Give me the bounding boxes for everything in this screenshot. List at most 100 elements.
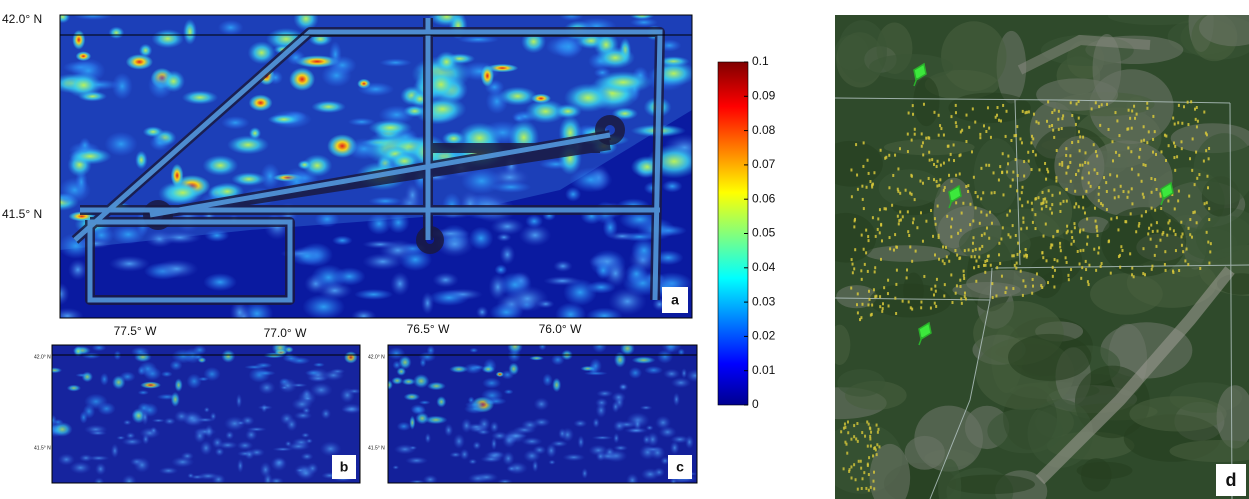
well: [1094, 168, 1096, 171]
well: [894, 233, 896, 236]
well: [1098, 193, 1100, 196]
well: [854, 219, 856, 222]
field-blob: [272, 341, 289, 355]
well: [972, 249, 974, 252]
well: [1187, 123, 1189, 126]
well: [1106, 208, 1108, 211]
well: [1066, 261, 1068, 264]
well: [993, 171, 995, 174]
well: [870, 486, 872, 489]
well: [968, 126, 970, 129]
colorbar-tick-label: 0.04: [752, 260, 776, 274]
well: [1049, 207, 1051, 210]
field-blob: [681, 368, 687, 378]
field-blob: [205, 424, 214, 438]
field-blob: [69, 148, 112, 165]
well: [1197, 120, 1199, 123]
field-blob: [344, 351, 357, 363]
field-blob: [625, 263, 648, 285]
well: [1061, 127, 1063, 130]
well: [1001, 171, 1003, 174]
terrain: [1129, 396, 1226, 431]
well: [876, 443, 878, 446]
field-blob: [134, 457, 150, 473]
well: [1082, 196, 1084, 199]
field-blob: [332, 236, 352, 246]
well: [971, 255, 973, 258]
well: [1187, 101, 1189, 104]
well: [959, 172, 961, 175]
field-blob: [51, 308, 84, 325]
well: [1015, 134, 1017, 137]
field-blob: [95, 463, 106, 476]
well: [940, 164, 942, 167]
field-blob: [295, 468, 305, 472]
field-blob: [258, 381, 275, 395]
well: [1082, 249, 1084, 252]
field-blob: [390, 272, 410, 296]
well: [1031, 202, 1033, 205]
field-blob: [313, 362, 325, 367]
well: [1023, 175, 1025, 178]
well: [1025, 254, 1027, 257]
well: [1034, 213, 1036, 216]
well: [1166, 234, 1168, 237]
well: [1079, 229, 1081, 232]
well: [998, 253, 1000, 256]
field-blob: [504, 389, 514, 394]
well: [1106, 190, 1108, 193]
well: [911, 175, 913, 178]
well: [1093, 248, 1095, 251]
well: [1118, 134, 1120, 137]
well: [1101, 262, 1103, 265]
well: [1082, 228, 1084, 231]
field-blob: [187, 374, 202, 389]
well: [1100, 202, 1102, 205]
well: [851, 476, 853, 479]
well: [1112, 159, 1114, 162]
well: [963, 270, 965, 273]
well: [889, 236, 891, 239]
well: [1155, 153, 1157, 156]
well: [996, 106, 998, 109]
well: [852, 263, 854, 266]
well: [1164, 263, 1166, 266]
well: [908, 300, 910, 303]
field-blob: [673, 392, 680, 406]
well: [871, 304, 873, 307]
well: [1079, 262, 1081, 265]
well: [1081, 266, 1083, 269]
well: [1010, 139, 1012, 142]
well: [943, 162, 945, 165]
field-blob: [553, 260, 572, 272]
well: [1028, 160, 1030, 163]
well: [1024, 111, 1026, 114]
well: [975, 191, 977, 194]
well: [1110, 217, 1112, 220]
well: [905, 189, 907, 192]
well: [1174, 145, 1176, 148]
well: [955, 292, 957, 295]
lon-label: 76.5° W: [407, 322, 450, 336]
field-blob: [120, 371, 136, 381]
well: [1160, 207, 1162, 210]
terrain: [1090, 273, 1163, 315]
well: [1199, 267, 1201, 270]
well: [1009, 209, 1011, 212]
well: [870, 444, 872, 447]
panel-label: b: [340, 459, 349, 475]
well: [964, 292, 966, 295]
well: [907, 150, 909, 153]
well: [1177, 199, 1179, 202]
well: [1208, 262, 1210, 265]
well: [999, 262, 1001, 265]
well: [1131, 168, 1133, 171]
field-blob: [174, 410, 189, 422]
well: [1082, 136, 1084, 139]
well: [956, 254, 958, 257]
well: [933, 293, 935, 296]
well: [991, 191, 993, 194]
field-blob: [321, 408, 331, 419]
well: [1169, 227, 1171, 230]
well: [1021, 191, 1023, 194]
